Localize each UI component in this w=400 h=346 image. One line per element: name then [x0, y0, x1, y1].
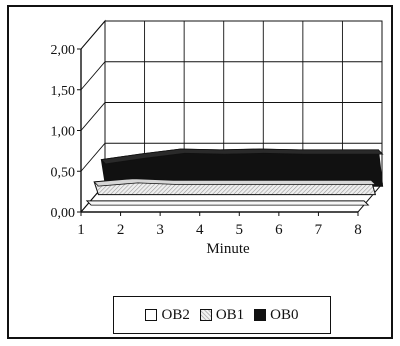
x-tick-label: 3	[156, 222, 164, 238]
x-tick-label: 8	[354, 222, 362, 238]
legend-item-ob1: OB1	[199, 306, 245, 324]
legend-label: OB0	[270, 306, 299, 323]
legend-swatch	[199, 309, 212, 321]
legend: OB2 OB1 OB0	[113, 296, 331, 334]
chart-frame: 0,00 0,50 1,00 1,50 2,00 1 2 3 4 5 6 7 8 Minute OB2…	[7, 5, 393, 339]
y-tick-label: 1,00	[51, 125, 76, 140]
x-tick-label: 2	[117, 222, 125, 238]
area-edge-ob2	[86, 200, 370, 206]
legend-swatch	[145, 309, 158, 321]
legend-label: OB1	[215, 306, 245, 323]
legend-item-ob0: OB0	[254, 306, 299, 324]
y-tick-label: 0,50	[51, 165, 76, 180]
area-edge-ob0	[100, 148, 384, 165]
x-tick-label: 6	[275, 222, 283, 238]
x-tick-label: 1	[77, 222, 85, 238]
x-tick-label: 7	[315, 222, 323, 238]
area-chart: 0,00 0,50 1,00 1,50 2,00 1 2 3 4 5 6 7 8 Minute	[51, 19, 384, 257]
legend-item-ob2: OB2	[145, 306, 190, 324]
legend-label: OB2	[161, 306, 190, 323]
y-tick-label: 0,00	[51, 206, 76, 221]
y-tick-label: 2,00	[51, 43, 76, 58]
area-edge-ob1	[93, 178, 377, 187]
legend-swatch	[254, 309, 267, 321]
x-tick-label: 5	[236, 222, 244, 238]
y-tick-label: 1,50	[51, 84, 76, 99]
x-axis-title: Minute	[206, 241, 250, 257]
x-tick-label: 4	[196, 222, 204, 238]
